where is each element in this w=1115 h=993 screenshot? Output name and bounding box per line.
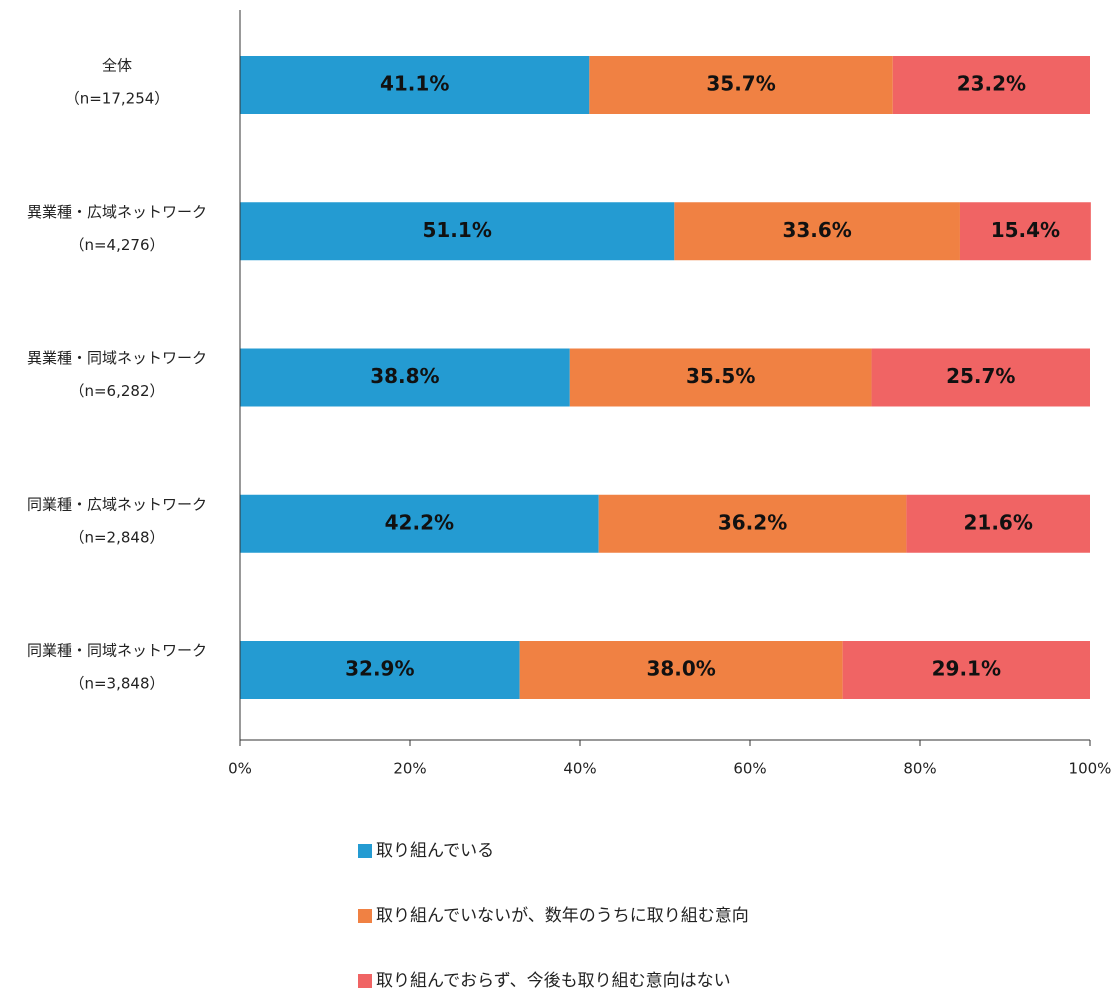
category-label: 同業種・広域ネットワーク [27,495,207,513]
bar-segment [569,348,872,407]
value-label: 25.7% [946,364,1015,388]
legend-swatch [358,844,372,858]
legend-swatch [358,974,372,988]
legend-label: 取り組んでおらず、今後も取り組む意向はない [376,971,731,991]
category-label: （n=2,848） [69,528,164,546]
bar-segment [589,56,893,114]
category-label: （n=17,254） [65,90,170,108]
category-label: （n=4,276） [69,236,164,254]
bar-segment [959,202,1091,261]
category-label: 全体 [102,57,132,75]
bar-segment [240,56,590,114]
value-label: 51.1% [422,218,491,242]
bar-segment [240,202,675,261]
value-label: 21.6% [964,510,1033,534]
x-tick-label: 60% [733,760,766,778]
x-tick-label: 0% [228,760,252,778]
bar-segment [892,56,1090,114]
category-label: 同業種・同域ネットワーク [27,642,207,660]
value-label: 35.5% [686,364,755,388]
value-label: 41.1% [380,72,449,96]
value-label: 15.4% [991,218,1060,242]
category-label: 異業種・同域ネットワーク [27,349,207,367]
x-tick-label: 100% [1069,760,1112,778]
value-label: 29.1% [932,657,1001,681]
legend-label: 取り組んでいる [376,841,494,861]
value-label: 33.6% [782,218,851,242]
category-label: （n=3,848） [69,675,164,693]
value-label: 32.9% [345,657,414,681]
bar-segment [674,202,960,261]
value-label: 35.7% [706,72,775,96]
legend-swatch [358,909,372,923]
value-label: 38.0% [646,657,715,681]
value-label: 36.2% [718,510,787,534]
x-tick-label: 20% [393,760,426,778]
value-label: 23.2% [957,72,1026,96]
x-tick-label: 40% [563,760,596,778]
category-label: 異業種・広域ネットワーク [27,203,207,221]
bar-segment [240,641,520,699]
category-label: （n=6,282） [69,382,164,400]
bar-segment [240,348,570,407]
bar-segment [906,494,1090,553]
bar-segment [519,641,843,699]
bar-segment [842,641,1090,699]
bar-segment [240,494,599,553]
value-label: 42.2% [385,510,454,534]
value-label: 38.8% [370,364,439,388]
x-tick-label: 80% [903,760,936,778]
bar-segment [598,494,907,553]
bar-segment [871,348,1090,407]
legend-label: 取り組んでいないが、数年のうちに取り組む意向 [376,906,749,926]
